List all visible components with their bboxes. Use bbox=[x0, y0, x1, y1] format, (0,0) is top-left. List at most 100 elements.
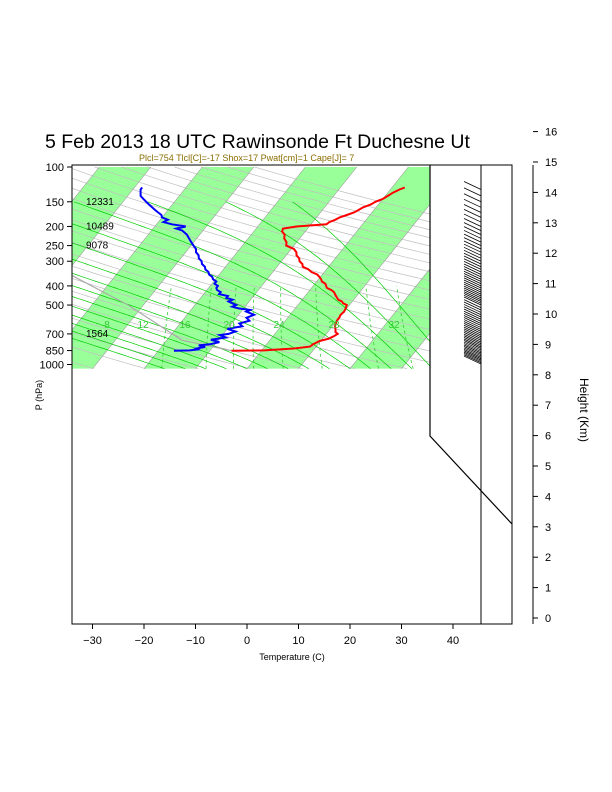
wind-barb bbox=[463, 279, 482, 289]
chart-title: 5 Feb 2013 18 UTC Rawinsonde Ft Duchesne… bbox=[45, 131, 470, 153]
moist-adiabat-line bbox=[72, 296, 268, 370]
height-annotation-label: 10489 bbox=[86, 221, 114, 232]
x-tick-label: −30 bbox=[83, 635, 102, 647]
wind-barb bbox=[463, 304, 482, 313]
wind-barb bbox=[463, 350, 482, 360]
isotherm-line bbox=[72, 166, 152, 267]
height-tick-label: 10 bbox=[545, 309, 557, 321]
x-tick-label: 0 bbox=[244, 635, 250, 647]
wind-barb bbox=[463, 336, 482, 346]
wind-barb bbox=[463, 243, 482, 253]
height-tick-label: 16 bbox=[545, 127, 557, 139]
p-tick-label: 200 bbox=[46, 221, 64, 233]
x-tick-label: 30 bbox=[395, 635, 407, 647]
mixing-ratio-line bbox=[315, 285, 323, 369]
moist-adiabat-line bbox=[73, 201, 392, 369]
wind-barb bbox=[463, 343, 482, 352]
mixing-ratio-label: 32 bbox=[388, 320, 400, 331]
temperature-band bbox=[144, 167, 357, 369]
wind-barb bbox=[463, 340, 482, 349]
p-tick-label: 150 bbox=[46, 197, 64, 209]
isotherm-line bbox=[143, 166, 306, 369]
p-tick-label: 850 bbox=[46, 346, 64, 358]
dry-adiabat-line bbox=[94, 166, 512, 283]
moist-adiabat-line bbox=[72, 322, 206, 370]
height-annotation-label: 12331 bbox=[86, 197, 114, 208]
wind-barb bbox=[463, 291, 482, 301]
dry-adiabat-line bbox=[72, 230, 512, 348]
height-tick-label: 12 bbox=[545, 248, 557, 260]
wind-barb bbox=[463, 341, 482, 351]
temperature-profile bbox=[231, 186, 406, 352]
isotherm-line bbox=[556, 167, 612, 369]
dry-adiabat-line bbox=[72, 265, 460, 370]
wind-barb bbox=[463, 324, 482, 334]
moist-adiabat-line bbox=[72, 330, 186, 370]
height-tick-label: 6 bbox=[545, 431, 551, 443]
internal-labels: 8 12 16 20 24 28 32 12331 10489 9078 1564 bbox=[86, 197, 400, 340]
height-tick-label: 1 bbox=[545, 583, 551, 595]
wind-barb bbox=[463, 313, 482, 322]
x-tick-label: 20 bbox=[344, 635, 356, 647]
y-axis-label: P (hPa) bbox=[34, 380, 44, 410]
wind-barb bbox=[463, 335, 482, 345]
x-tick-label: −20 bbox=[135, 635, 154, 647]
height-tick-label: 5 bbox=[545, 461, 551, 473]
wind-barb bbox=[463, 355, 482, 365]
height-tick-label: 2 bbox=[545, 552, 551, 564]
isotherm-line bbox=[72, 166, 203, 331]
height-tick-label: 0 bbox=[545, 613, 551, 625]
wind-barb bbox=[463, 261, 482, 270]
wind-barb bbox=[463, 226, 482, 235]
wind-barb bbox=[463, 347, 482, 357]
wind-barb bbox=[463, 233, 482, 243]
wind-barb bbox=[463, 263, 482, 273]
wind-barb bbox=[463, 348, 482, 358]
height-tick-label: 7 bbox=[545, 400, 551, 412]
wind-barb bbox=[463, 321, 482, 330]
plot-frame bbox=[71, 164, 513, 625]
moist-adiabat-line bbox=[72, 258, 330, 369]
x-axis-label: Temperature (C) bbox=[259, 652, 325, 662]
moist-adiabat-line bbox=[72, 242, 351, 369]
dry-adiabat-line bbox=[72, 219, 512, 338]
dry-adiabat-line bbox=[72, 290, 355, 370]
wind-barb bbox=[463, 275, 482, 285]
wind-barb bbox=[463, 285, 482, 295]
mixing-ratio-label: 28 bbox=[328, 320, 340, 331]
wind-barb bbox=[463, 315, 482, 324]
dewpoint-profile bbox=[139, 186, 257, 352]
wind-barb bbox=[463, 258, 482, 268]
wind-barb bbox=[463, 310, 482, 320]
wind-barb bbox=[463, 266, 482, 275]
wind-barb bbox=[463, 268, 482, 278]
x-tick-label: 10 bbox=[292, 635, 304, 647]
p-tick-label: 700 bbox=[46, 329, 64, 341]
wind-barb bbox=[463, 249, 482, 259]
wind-barb bbox=[463, 296, 482, 306]
mixing-ratio-label: 16 bbox=[179, 320, 191, 331]
wind-barb bbox=[463, 204, 482, 213]
dry-adiabat-line bbox=[72, 331, 199, 370]
height-tick-label: 15 bbox=[545, 157, 557, 169]
height-annotation-label: 9078 bbox=[86, 241, 109, 252]
mixing-ratio-label: 8 bbox=[104, 320, 110, 331]
height-tick-label: 8 bbox=[545, 370, 551, 382]
wind-barb bbox=[463, 330, 482, 340]
mixing-ratio-line bbox=[396, 285, 414, 369]
isotherm-line bbox=[504, 358, 512, 369]
wind-barb bbox=[463, 301, 482, 311]
moist-adiabat-line bbox=[72, 305, 248, 370]
isotherm-line bbox=[92, 166, 255, 369]
sounding-profiles bbox=[139, 186, 406, 352]
wind-barb bbox=[463, 319, 482, 328]
wind-barb bbox=[463, 273, 482, 282]
wind-barb bbox=[463, 277, 482, 287]
dry-adiabat-line bbox=[72, 187, 512, 309]
wind-barb bbox=[463, 181, 482, 190]
p-tick-label: 500 bbox=[46, 300, 64, 312]
wind-barb bbox=[463, 344, 482, 354]
wind-barb bbox=[463, 338, 482, 348]
wind-barb-column bbox=[400, 165, 513, 624]
